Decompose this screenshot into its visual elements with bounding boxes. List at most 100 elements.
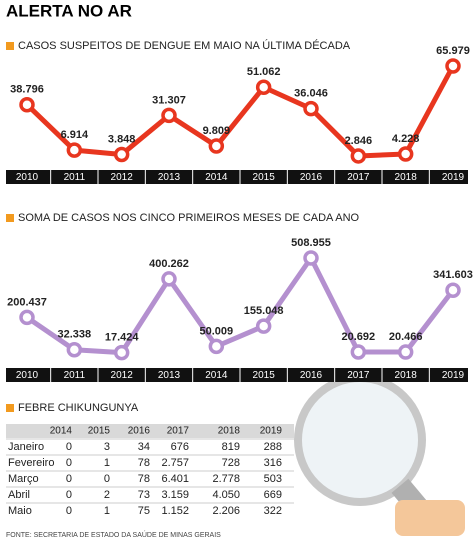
data-label: 17.424 — [105, 332, 140, 344]
table-cell: 2 — [104, 489, 110, 501]
table-cell: 78 — [138, 457, 150, 469]
x-tick-label: 2010 — [16, 172, 39, 183]
data-point — [208, 338, 225, 355]
data-label: 155.048 — [244, 305, 284, 317]
data-point — [445, 282, 461, 298]
chart-title: SOMA DE CASOS NOS CINCO PRIMEIROS MESES … — [18, 212, 360, 224]
x-tick-label: 2016 — [300, 172, 323, 183]
data-label: 32.338 — [58, 329, 92, 341]
x-tick-label: 2011 — [64, 370, 86, 381]
table-cell: 819 — [222, 441, 240, 453]
x-tick-label: 2017 — [347, 172, 370, 183]
data-point — [66, 142, 83, 158]
table-cell: 322 — [264, 505, 282, 517]
table-cell: 1 — [104, 505, 110, 517]
main-title: ALERTA NO AR — [6, 1, 132, 20]
table-title: FEBRE CHIKUNGUNYA — [18, 402, 139, 414]
magnifier — [294, 374, 465, 536]
data-point — [303, 250, 319, 266]
data-label: 2.846 — [345, 135, 373, 147]
x-tick-label: 2018 — [395, 172, 418, 183]
data-point — [303, 100, 319, 117]
table-cell: 669 — [264, 489, 282, 501]
table-cell: 0 — [66, 489, 72, 501]
data-point — [397, 146, 414, 162]
year-bar — [6, 170, 468, 184]
table-cell: 316 — [264, 457, 282, 469]
data-label: 341.603 — [433, 269, 473, 281]
x-tick-label: 2019 — [442, 172, 465, 183]
data-line — [25, 255, 455, 356]
row-label: Janeiro — [8, 441, 44, 453]
data-line — [25, 64, 456, 159]
table-header: 2014 — [50, 426, 73, 437]
x-tick-label: 2015 — [253, 370, 276, 381]
row-label: Maio — [8, 505, 32, 517]
data-point — [397, 344, 414, 360]
year-bar — [6, 368, 468, 382]
data-point — [161, 107, 177, 124]
x-tick-label: 2013 — [158, 370, 181, 381]
row-label: Março — [8, 473, 39, 485]
data-point — [113, 146, 130, 163]
table-cell: 34 — [138, 441, 150, 453]
section-bullet — [6, 404, 14, 412]
row-label: Abril — [8, 489, 30, 501]
x-tick-label: 2012 — [111, 370, 134, 381]
x-tick-label: 2015 — [253, 172, 276, 183]
x-tick-label: 2011 — [64, 172, 86, 183]
chart-title: CASOS SUSPEITOS DE DENGUE EM MAIO NA ÚLT… — [18, 39, 351, 52]
table-cell: 0 — [66, 457, 72, 469]
data-point — [445, 58, 461, 74]
table-header-bg — [6, 424, 294, 438]
table-cell: 73 — [138, 489, 150, 501]
x-tick-label: 2014 — [205, 370, 228, 381]
table-cell: 728 — [222, 457, 240, 469]
x-tick-label: 2014 — [205, 172, 228, 183]
table-cell: 0 — [66, 473, 72, 485]
data-label: 200.437 — [7, 296, 47, 308]
x-tick-label: 2018 — [395, 370, 418, 381]
data-label: 20.692 — [342, 331, 376, 343]
data-label: 6.914 — [61, 129, 89, 141]
table-cell: 0 — [66, 505, 72, 517]
data-point — [255, 79, 272, 96]
data-label: 400.262 — [149, 258, 189, 270]
table-cell: 0 — [104, 473, 110, 485]
data-point — [161, 271, 177, 287]
table-cell: 6.401 — [161, 473, 189, 485]
data-label: 20.466 — [389, 331, 423, 343]
data-point — [113, 344, 130, 361]
table-header: 2019 — [260, 426, 283, 437]
x-tick-label: 2010 — [16, 370, 39, 381]
data-label: 65.979 — [436, 45, 470, 57]
table-cell: 3.159 — [161, 489, 189, 501]
section-bullet — [6, 42, 14, 50]
table-header: 2015 — [88, 426, 111, 437]
table-header: 2017 — [167, 426, 190, 437]
x-tick-label: 2019 — [442, 370, 465, 381]
section-bullet — [6, 214, 14, 222]
data-label: 31.307 — [152, 94, 186, 106]
table-cell: 2.778 — [212, 473, 240, 485]
data-point — [350, 148, 367, 164]
data-label: 36.046 — [294, 88, 328, 100]
data-label: 4.228 — [392, 133, 420, 145]
table-cell: 4.050 — [212, 489, 240, 501]
table-cell: 676 — [171, 441, 189, 453]
data-label: 51.062 — [247, 66, 281, 78]
data-point — [208, 138, 225, 154]
data-label: 50.009 — [200, 325, 234, 337]
table-cell: 2.206 — [212, 505, 240, 517]
table-cell: 2.757 — [161, 457, 189, 469]
x-tick-label: 2016 — [300, 370, 323, 381]
data-point — [350, 344, 367, 360]
table-cell: 78 — [138, 473, 150, 485]
data-label: 508.955 — [291, 237, 331, 249]
x-tick-label: 2012 — [111, 172, 134, 183]
x-tick-label: 2017 — [347, 370, 370, 381]
table-cell: 75 — [138, 505, 150, 517]
source: FONTE: SECRETARIA DE ESTADO DA SAÚDE DE … — [6, 530, 221, 539]
table-header: 2016 — [128, 426, 151, 437]
